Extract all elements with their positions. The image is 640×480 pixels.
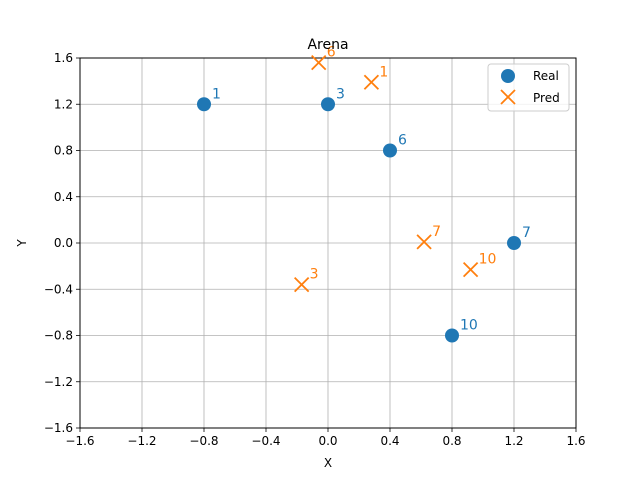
point-label: 10 xyxy=(460,318,478,334)
point-real xyxy=(445,328,459,343)
grid xyxy=(79,57,577,429)
legend-label-real: Real xyxy=(533,69,559,83)
point-label: 1 xyxy=(212,86,221,102)
point-label: 3 xyxy=(336,86,345,102)
point-real xyxy=(321,97,335,112)
axis-ticks: −1.6 −1.2 −0.8 −0.4 0.0 0.4 0.8 1.2 1.6 −1.6 −1.2 −… xyxy=(44,51,586,448)
x-tick-label: 0.0 xyxy=(318,434,337,448)
legend-marker-pred xyxy=(500,89,516,105)
x-tick-label: −0.4 xyxy=(251,434,280,448)
y-tick-label: 0.0 xyxy=(54,236,73,250)
x-tick-label: 1.2 xyxy=(504,434,523,448)
y-tick-label: 1.6 xyxy=(54,51,73,65)
point-label: 3 xyxy=(310,267,319,283)
point-pred xyxy=(311,54,327,71)
y-tick-label: 0.8 xyxy=(54,144,73,158)
legend: Real Pred xyxy=(487,63,570,112)
point-pred xyxy=(462,261,479,278)
legend-marker-real xyxy=(501,69,515,83)
legend-label-pred: Pred xyxy=(533,91,560,105)
x-tick-label: 0.8 xyxy=(442,434,461,448)
point-label: 10 xyxy=(479,252,497,268)
x-tick-label: −1.6 xyxy=(65,434,94,448)
x-tick-label: −0.8 xyxy=(189,434,218,448)
point-real xyxy=(507,236,521,250)
y-tick-label: −0.8 xyxy=(44,329,73,343)
point-label: 6 xyxy=(327,45,336,61)
y-tick-label: −1.6 xyxy=(44,421,73,435)
chart-title: Arena xyxy=(307,37,348,53)
point-label: 1 xyxy=(379,64,388,80)
point-pred xyxy=(294,276,310,293)
point-pred xyxy=(416,234,432,250)
y-tick-label: 1.2 xyxy=(54,97,73,111)
x-axis-label: X xyxy=(324,456,332,470)
series-real: 1 3 6 7 10 xyxy=(197,86,531,343)
point-pred xyxy=(363,74,380,90)
point-real xyxy=(383,143,397,158)
point-label: 7 xyxy=(522,225,531,241)
x-tick-label: −1.2 xyxy=(127,434,156,448)
point-real xyxy=(197,97,211,112)
x-tick-label: 0.4 xyxy=(380,434,399,448)
y-tick-label: 0.4 xyxy=(54,190,73,204)
point-label: 7 xyxy=(432,224,441,240)
y-tick-label: −0.4 xyxy=(44,282,73,296)
y-tick-label: −1.2 xyxy=(44,375,73,389)
y-axis-label: Y xyxy=(15,239,29,248)
point-label: 6 xyxy=(398,133,407,149)
x-tick-label: 1.6 xyxy=(566,434,585,448)
